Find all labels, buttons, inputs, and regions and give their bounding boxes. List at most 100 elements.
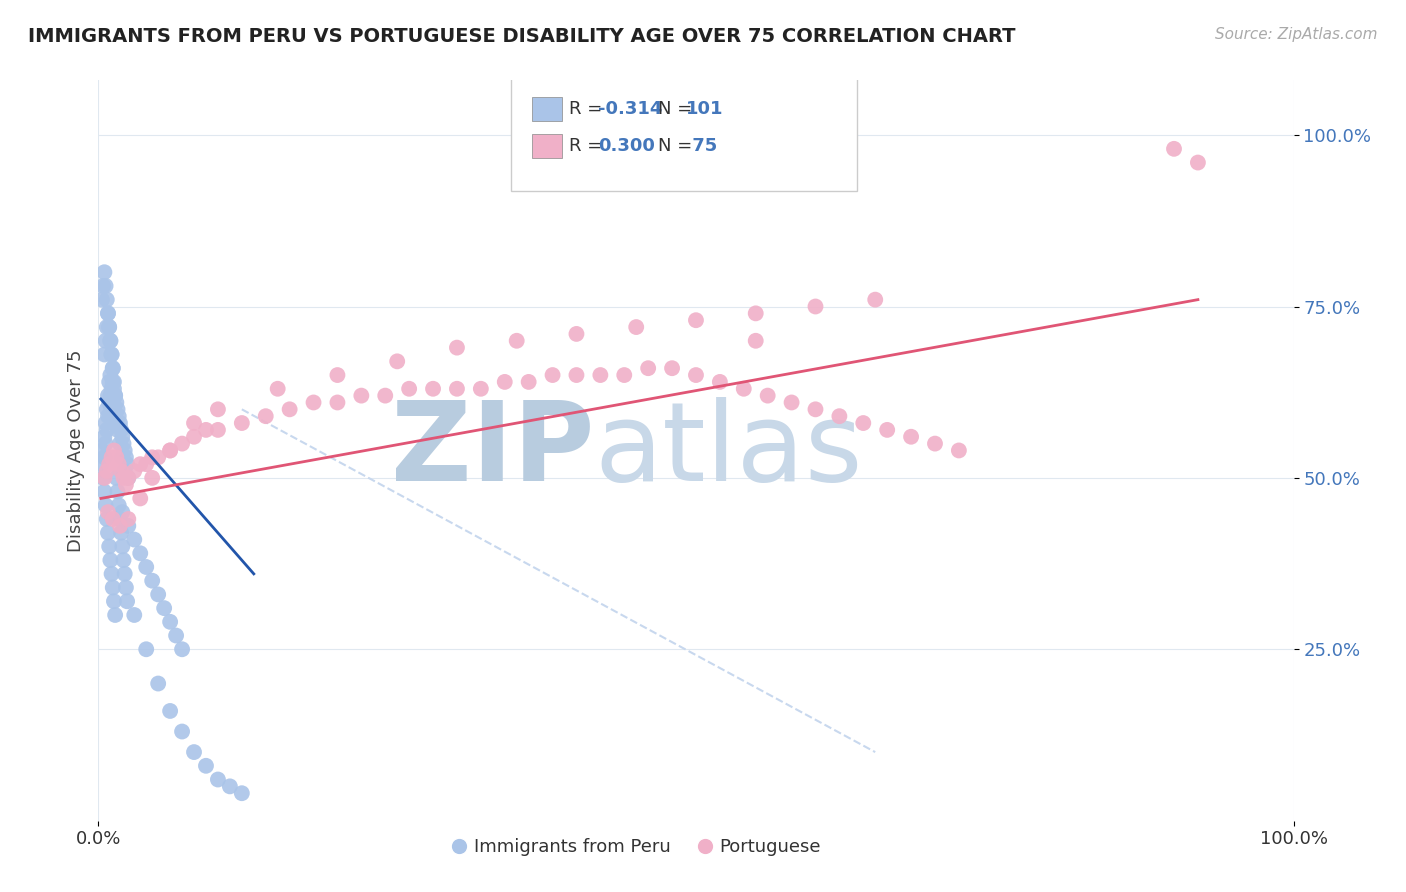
Point (506, 334, 529, 348)
Point (828, 409, 851, 424)
Text: N =: N = (658, 100, 697, 118)
Point (101, 375, 124, 389)
Point (231, 416, 253, 430)
Point (153, 601, 176, 615)
Point (159, 615, 181, 629)
Point (96, 464, 118, 478)
Point (709, 375, 731, 389)
Point (110, 525, 132, 540)
Point (91, 293, 114, 307)
Point (135, 642, 157, 657)
Point (91, 279, 114, 293)
Point (110, 423, 132, 437)
Point (97, 409, 120, 424)
Point (108, 519, 131, 533)
Point (135, 560, 157, 574)
Point (589, 368, 612, 382)
Point (101, 361, 124, 376)
Point (195, 759, 218, 773)
Point (385, 354, 409, 368)
Point (94, 498, 117, 512)
Text: ZIP: ZIP (391, 397, 595, 504)
Point (96, 512, 118, 526)
Point (103, 594, 125, 608)
Point (98, 389, 122, 403)
Point (1163, 142, 1185, 156)
Point (613, 368, 636, 382)
Point (93, 430, 115, 444)
Point (104, 409, 127, 424)
Point (96, 423, 118, 437)
Point (94, 279, 117, 293)
Text: 101: 101 (686, 100, 724, 118)
Point (98, 334, 122, 348)
Point (111, 540, 134, 554)
Point (114, 566, 136, 581)
Point (141, 450, 163, 465)
Point (93, 347, 115, 361)
Point (117, 512, 139, 526)
Point (219, 780, 242, 794)
Point (350, 389, 373, 403)
Point (100, 382, 122, 396)
Point (326, 368, 349, 382)
Point (100, 402, 122, 417)
Point (101, 512, 124, 526)
Point (101, 581, 124, 595)
Point (685, 313, 707, 327)
Point (733, 382, 755, 396)
Text: R =: R = (569, 100, 609, 118)
Point (183, 745, 205, 759)
Point (98, 368, 122, 382)
Point (141, 574, 163, 588)
Point (107, 423, 129, 437)
Point (117, 471, 139, 485)
Point (115, 450, 138, 465)
Point (94, 416, 117, 430)
Point (105, 416, 128, 430)
Point (852, 416, 875, 430)
Point (124, 533, 146, 547)
Point (900, 430, 922, 444)
Point (101, 361, 124, 376)
Point (876, 423, 898, 437)
Point (183, 430, 205, 444)
Point (98, 334, 122, 348)
Text: Source: ZipAtlas.com: Source: ZipAtlas.com (1215, 27, 1378, 42)
Point (108, 512, 131, 526)
Point (115, 594, 138, 608)
Point (207, 402, 229, 417)
Point (115, 477, 138, 491)
Point (112, 436, 135, 450)
FancyBboxPatch shape (510, 77, 858, 191)
Point (756, 389, 779, 403)
Point (804, 300, 827, 314)
Point (107, 409, 129, 424)
Point (565, 368, 588, 382)
Point (865, 293, 887, 307)
Point (745, 334, 768, 348)
Point (103, 402, 125, 417)
Text: atlas: atlas (595, 397, 863, 504)
Point (159, 443, 181, 458)
Point (105, 471, 128, 485)
Point (98, 320, 121, 334)
Point (98, 553, 122, 567)
Point (661, 361, 683, 376)
Point (172, 436, 194, 450)
Point (129, 546, 152, 560)
Point (96, 320, 118, 334)
Point (98, 375, 121, 389)
Point (115, 457, 138, 471)
FancyBboxPatch shape (533, 135, 562, 158)
Point (94, 334, 117, 348)
Point (780, 395, 803, 409)
Point (108, 436, 131, 450)
Point (90, 457, 112, 471)
Point (97, 505, 120, 519)
Point (100, 347, 122, 361)
Point (101, 395, 124, 409)
Point (105, 450, 128, 465)
Point (91, 443, 114, 458)
Point (254, 409, 277, 424)
